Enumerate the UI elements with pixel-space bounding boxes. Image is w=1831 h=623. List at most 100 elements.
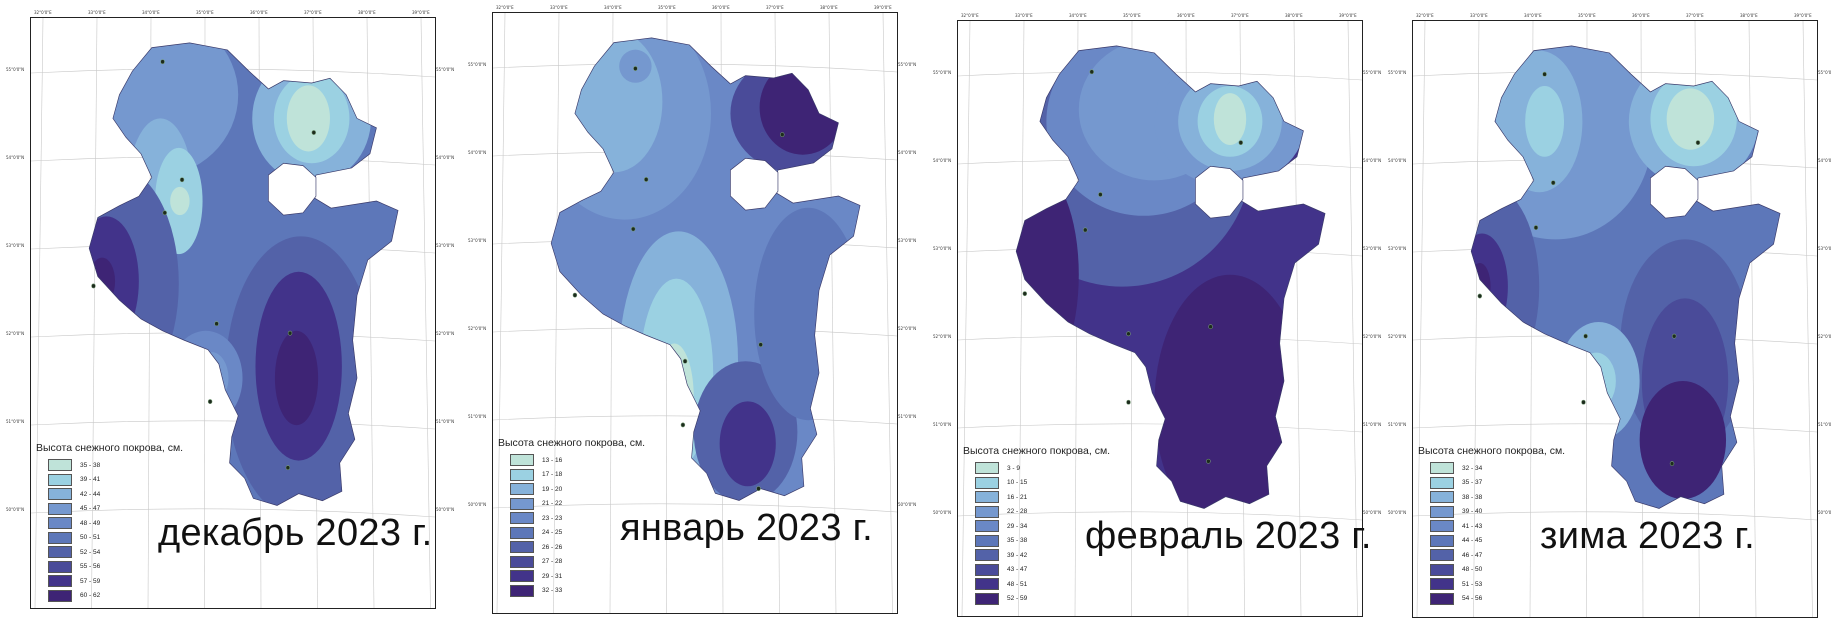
map-frame (492, 12, 898, 614)
map-canvas (957, 20, 1363, 617)
lat-tick-label: 50°0'0"N (933, 510, 952, 515)
enclave-hole (268, 162, 317, 216)
lat-tick-label: 53°0'0"N (898, 238, 917, 243)
legend-item: 52 - 54 (36, 545, 183, 560)
meridian-line (496, 12, 506, 614)
legend-item: 60 - 62 (36, 589, 183, 604)
lat-tick-label: 51°0'0"N (6, 419, 25, 424)
meridian-line (420, 17, 431, 609)
station-point (1238, 140, 1244, 146)
legend: Высота снежного покрова, см. 3 - 9 10 - 15… (963, 445, 1110, 606)
station-point (311, 130, 317, 135)
parallel-line (1412, 423, 1818, 433)
lat-tick-label: 54°0'0"N (1363, 158, 1382, 163)
legend-label: 29 - 34 (1007, 522, 1028, 530)
lon-tick-label: 38°0'0"E (820, 5, 838, 10)
lat-tick-label: 54°0'0"N (436, 155, 455, 160)
map-canvas (492, 12, 898, 614)
lat-tick-label: 52°0'0"N (1363, 334, 1382, 339)
lat-tick-label: 50°0'0"N (468, 502, 487, 507)
legend-swatch (48, 546, 72, 559)
legend-item: 35 - 38 (36, 458, 183, 473)
legend-swatch (510, 541, 534, 554)
lon-tick-label: 38°0'0"E (358, 10, 376, 15)
region-boundary (1015, 45, 1326, 509)
meridian-line (34, 17, 44, 609)
isoline-zone (754, 207, 861, 421)
isoline-zone (1666, 88, 1715, 150)
lat-tick-label: 55°0'0"N (1363, 70, 1382, 75)
station-point (1671, 333, 1677, 339)
lat-tick-label: 51°0'0"N (1818, 422, 1831, 427)
legend-item: 46 - 47 (1418, 548, 1565, 563)
enclave-hole (1195, 165, 1244, 219)
isoline-zone (1557, 322, 1640, 441)
station-point (214, 321, 219, 327)
lat-tick-label: 55°0'0"N (933, 70, 952, 75)
legend-item: 13 - 16 (498, 453, 645, 468)
station-point (631, 226, 636, 232)
legend-label: 16 - 21 (1007, 493, 1028, 501)
legend-label: 48 - 50 (1462, 566, 1483, 574)
legend-swatch (975, 578, 999, 591)
legend-title: Высота снежного покрова, см. (36, 442, 184, 454)
legend-item: 38 - 38 (1418, 490, 1565, 505)
legend-item: 42 - 44 (36, 487, 183, 502)
legend-swatch (975, 491, 999, 504)
legend-swatch (975, 563, 999, 576)
lon-tick-label: 39°0'0"E (1339, 13, 1357, 18)
lat-tick-label: 54°0'0"N (6, 155, 25, 160)
lat-tick-label: 50°0'0"N (898, 502, 917, 507)
lon-tick-label: 32°0'0"E (496, 5, 514, 10)
legend-swatch (510, 584, 534, 597)
map-frame (1412, 20, 1818, 618)
legend-label: 17 - 18 (542, 471, 563, 479)
lat-tick-label: 55°0'0"N (1388, 70, 1407, 75)
legend-item: 39 - 42 (963, 548, 1110, 563)
legend-swatch (1430, 592, 1454, 605)
station-point (1695, 140, 1701, 146)
lat-tick-label: 53°0'0"N (1363, 246, 1382, 251)
legend-swatch (975, 592, 999, 605)
parallel-line (957, 423, 1363, 433)
legend-title: Высота снежного покрова, см. (963, 445, 1111, 457)
station-point (682, 358, 688, 364)
legend-label: 42 - 44 (80, 490, 101, 498)
isoline-zone (274, 330, 319, 426)
legend-swatch (510, 497, 534, 510)
station-point (1581, 399, 1586, 405)
legend-label: 45 - 47 (80, 505, 101, 513)
legend-item: 26 - 26 (498, 540, 645, 555)
lat-tick-label: 55°0'0"N (898, 62, 917, 67)
lon-tick-label: 33°0'0"E (550, 5, 568, 10)
lat-tick-label: 55°0'0"N (436, 67, 455, 72)
legend-label: 48 - 51 (1007, 580, 1028, 588)
lat-tick-label: 51°0'0"N (436, 419, 455, 424)
meridian-line (961, 20, 971, 617)
legend-item: 32 - 33 (498, 584, 645, 599)
lat-tick-label: 50°0'0"N (6, 507, 25, 512)
meridian-line (828, 12, 837, 614)
lat-tick-label: 50°0'0"N (1388, 510, 1407, 515)
lon-tick-label: 33°0'0"E (1015, 13, 1033, 18)
legend-item: 54 - 56 (1418, 592, 1565, 607)
legend-label: 55 - 56 (80, 563, 101, 571)
lon-tick-label: 34°0'0"E (142, 10, 160, 15)
meridian-line (1347, 20, 1358, 617)
legend-label: 57 - 59 (80, 577, 101, 585)
isoline-zone (654, 343, 694, 450)
legend-swatch (1430, 505, 1454, 518)
meridian-line (882, 12, 893, 614)
station-point (91, 283, 96, 289)
lat-tick-label: 55°0'0"N (1818, 70, 1831, 75)
legend-swatch (510, 454, 534, 467)
lat-tick-label: 51°0'0"N (468, 414, 487, 419)
meridian-line (91, 17, 98, 609)
lon-tick-label: 34°0'0"E (604, 5, 622, 10)
station-point (780, 132, 785, 138)
legend-swatch (510, 468, 534, 481)
parallel-line (492, 503, 898, 513)
map-canvas (30, 17, 436, 609)
lon-tick-label: 35°0'0"E (1578, 13, 1596, 18)
legend-item: 52 - 59 (963, 592, 1110, 607)
